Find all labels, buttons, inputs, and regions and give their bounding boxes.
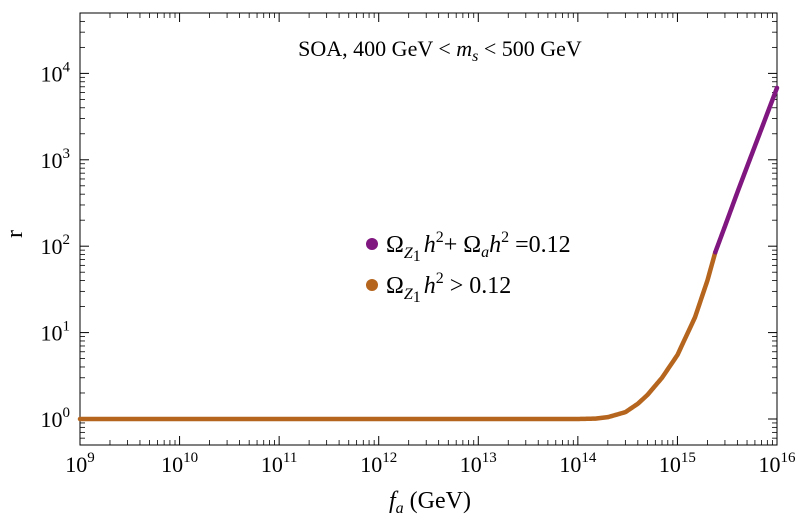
y-tick-label: 102 bbox=[41, 232, 71, 259]
x-tick-label: 1015 bbox=[659, 450, 696, 477]
series-line-overabundant bbox=[77, 250, 718, 422]
legend: ΩZ1 h2+ Ωah2 =0.12 ΩZ1 h2 > 0.12 bbox=[366, 229, 571, 306]
x-tick-label: 1012 bbox=[360, 450, 397, 477]
y-tick-label: 101 bbox=[41, 319, 71, 346]
x-tick-label: 1013 bbox=[460, 450, 497, 477]
x-tick-label: 109 bbox=[65, 450, 95, 477]
x-tick-label: 1016 bbox=[759, 450, 797, 477]
y-axis-label: r bbox=[2, 230, 28, 238]
x-axis-label: fa (GeV) bbox=[389, 488, 471, 517]
series-layer bbox=[77, 85, 780, 422]
legend-marker-purple bbox=[366, 238, 378, 250]
legend-entry-sum: ΩZ1 h2+ Ωah2 =0.12 bbox=[366, 229, 571, 265]
x-tick-label: 1010 bbox=[161, 450, 198, 477]
series-line-sum bbox=[713, 85, 780, 255]
x-tick-label: 1014 bbox=[559, 450, 597, 477]
y-tick-label: 103 bbox=[41, 146, 71, 173]
plot-frame bbox=[79, 12, 778, 446]
chart-annotation: SOA, 400 GeV < ms < 500 GeV bbox=[298, 36, 582, 65]
legend-entry-overabundant: ΩZ1 h2 > 0.12 bbox=[366, 270, 511, 306]
legend-marker-orange bbox=[366, 279, 378, 291]
axis-ticks: 109 1010 1011 1012 1013 1014 1015 1016 100 101 102… bbox=[41, 12, 797, 477]
x-tick-label: 1011 bbox=[261, 450, 297, 477]
y-tick-label: 104 bbox=[41, 59, 71, 86]
y-tick-label: 100 bbox=[41, 405, 71, 432]
